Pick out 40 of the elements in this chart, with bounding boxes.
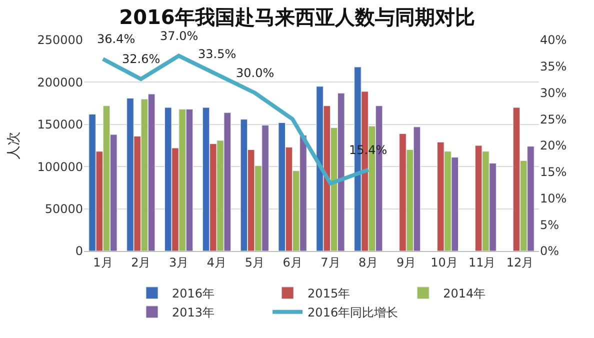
x-tick-label: 1月 [93, 255, 113, 270]
x-tick-label: 9月 [396, 255, 416, 270]
data-label: 37.0% [160, 29, 198, 43]
y2-tick-label: 35% [540, 60, 567, 74]
y2-tick-label: 10% [540, 191, 567, 206]
y2-tick-label: 0% [540, 244, 560, 258]
data-label: 36.4% [97, 32, 136, 46]
x-tick-label: 11月 [468, 255, 496, 270]
x-tick-label: 2月 [131, 255, 151, 270]
data-label: 33.5% [198, 47, 236, 61]
data-label: 30.0% [236, 66, 274, 80]
legend-label: 2016年 [172, 286, 215, 301]
y-tick-label: 100000 [37, 160, 83, 174]
y2-tick-label: 20% [540, 138, 567, 153]
x-tick-label: 10月 [430, 255, 458, 270]
x-tick-label: 8月 [358, 255, 378, 270]
x-tick-label: 5月 [244, 255, 264, 270]
y-tick-label: 0 [75, 244, 83, 258]
data-label: 15.4% [349, 143, 388, 157]
x-tick-label: 12月 [506, 255, 534, 270]
x-tick-label: 6月 [282, 255, 302, 270]
x-tick-label: 7月 [320, 255, 340, 270]
y-tick-label: 200000 [37, 75, 83, 90]
y-tick-label: 250000 [37, 33, 83, 48]
legend-label: 2013年 [172, 306, 215, 320]
y-tick-label: 50000 [44, 202, 83, 216]
y2-tick-label: 40% [540, 33, 567, 48]
y2-tick-label: 5% [540, 218, 560, 232]
y2-tick-label: 30% [540, 86, 567, 100]
y-axis-title: 人次 [6, 132, 22, 160]
x-tick-label: 4月 [206, 255, 227, 270]
y2-tick-label: 25% [540, 112, 567, 126]
y-tick-label: 150000 [37, 118, 83, 132]
y2-tick-label: 15% [540, 165, 567, 180]
x-tick-label: 3月 [168, 255, 189, 270]
chart-title: 2016年我国赴马来西亚人数与同期对比 [119, 5, 475, 30]
data-label: 32.6% [122, 52, 160, 66]
legend-label: 2015年 [308, 286, 350, 301]
legend-label: 2014年 [443, 286, 486, 301]
legend-label: 2016年同比增长 [308, 306, 398, 320]
